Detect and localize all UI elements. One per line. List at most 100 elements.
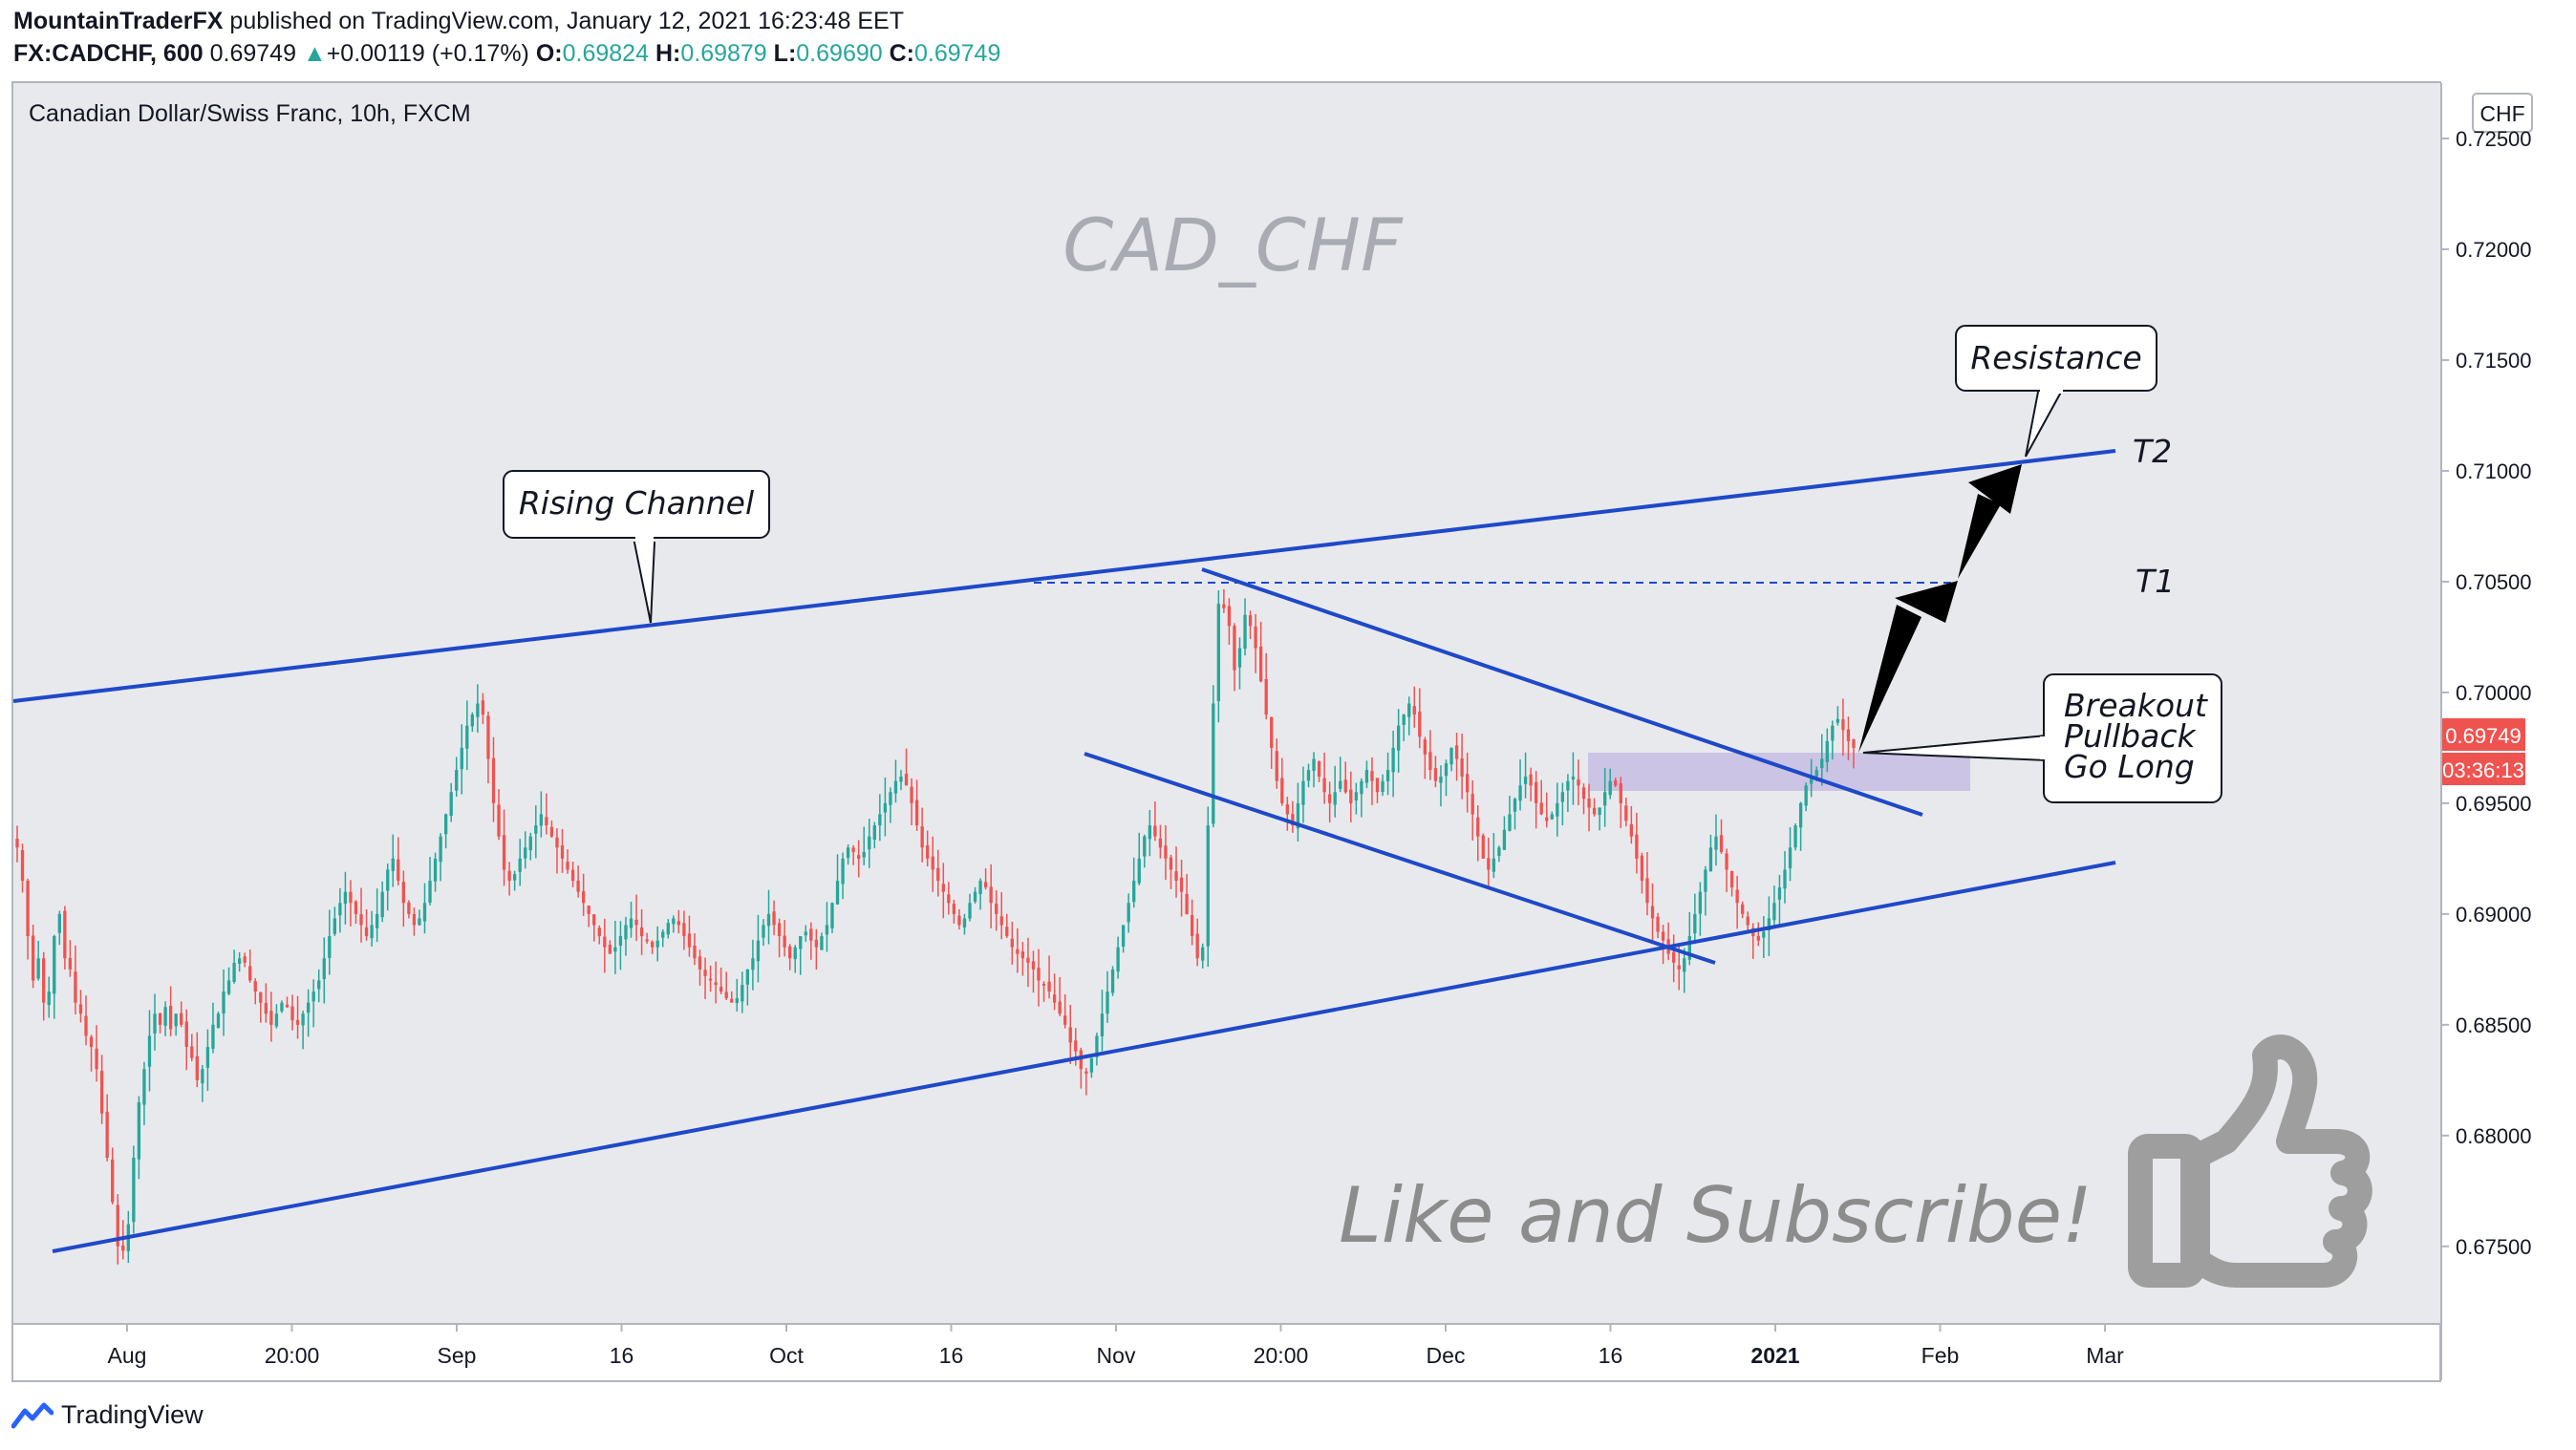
candle-body (26, 881, 30, 937)
candle-body (1068, 1027, 1072, 1043)
candle-body (1116, 947, 1120, 972)
candle-body (968, 903, 972, 919)
candle-body (253, 981, 257, 992)
footer-brand-label: TradingView (61, 1400, 204, 1429)
symbol[interactable]: FX:CADCHF, 600 (13, 40, 204, 67)
candle-body (1248, 615, 1253, 627)
pullback-zone (1588, 753, 1970, 791)
candle-body (1535, 781, 1538, 803)
candle-body (1518, 785, 1522, 801)
chart-title: Canadian Dollar/Swiss Franc, 10h, FXCM (29, 100, 471, 127)
candle-body (412, 913, 417, 926)
candle-body (1508, 814, 1512, 831)
candle-body (1645, 878, 1649, 904)
candle-body (820, 936, 824, 950)
candle-body (1772, 903, 1776, 921)
candle-body (1656, 916, 1660, 932)
candle-body (1545, 817, 1549, 821)
low-value: 0.69690 (796, 40, 883, 67)
candle-body (1164, 845, 1168, 859)
candle-body (1470, 794, 1474, 815)
time-tick-label: Nov (1097, 1343, 1136, 1368)
candle-body (639, 927, 644, 937)
plot-area[interactable] (13, 83, 2441, 1324)
candle-body (418, 918, 421, 926)
candle-body (1444, 763, 1449, 777)
time-axis[interactable]: Aug 20:00 Sep 16 Oct 16 Nov 20:00 Dec 16 2021 Feb Ma… (108, 1324, 2125, 1368)
price-tick-label: 0.72000 (2456, 238, 2532, 262)
candle-body (1106, 992, 1109, 1014)
candle-body (222, 992, 225, 1013)
price-axis[interactable]: 0.72500 0.72000 0.71500 0.71000 0.70500 0.700… (2441, 127, 2532, 1259)
candle-body (1058, 1001, 1062, 1014)
candle-body (1577, 778, 1580, 786)
rising-channel-joint (635, 532, 654, 544)
rising-channel-callout[interactable]: Rising Channel (503, 470, 770, 624)
candle-body (168, 1005, 173, 1030)
candle-body (1041, 983, 1046, 986)
candle-body (121, 1245, 125, 1251)
price-tick-label: 0.70000 (2456, 681, 2532, 705)
open-value: 0.69824 (562, 40, 649, 67)
currency-label: CHF (2479, 101, 2524, 126)
candle-body (1481, 835, 1485, 859)
candle-body (1037, 968, 1041, 981)
candle-body (1841, 718, 1845, 731)
candle-body (443, 814, 448, 835)
candle-body (1360, 780, 1363, 795)
symbol-line: FX:CADCHF, 600 0.69749 ▲+0.00119 (+0.17%… (13, 40, 1000, 68)
price-tick-label: 0.68000 (2456, 1124, 2532, 1148)
candle-body (1523, 777, 1528, 784)
candle-body (1327, 794, 1332, 803)
resistance-label: Resistance (1970, 339, 2141, 376)
candle-body (1095, 1035, 1099, 1057)
time-tick-label: 16 (1599, 1343, 1623, 1368)
candle-body (983, 882, 988, 888)
candle-body (661, 931, 665, 938)
candle-body (1296, 802, 1300, 829)
breakout-callout[interactable]: Breakout Pullback Go Long (1862, 673, 2222, 803)
resistance-callout[interactable]: Resistance (1955, 325, 2157, 458)
candle-body (1079, 1050, 1083, 1070)
candle-body (1280, 778, 1284, 803)
candle-body (1449, 747, 1453, 765)
publisher-name[interactable]: MountainTraderFX (13, 8, 224, 34)
currency-button[interactable] (2472, 93, 2533, 133)
last-price: 0.69749 (209, 40, 296, 67)
footer-brand[interactable]: TradingView (11, 1400, 204, 1430)
candle-body (1725, 853, 1728, 870)
candle-body (651, 941, 655, 948)
price-tick-label: 0.71000 (2456, 459, 2532, 483)
candle-body (1005, 927, 1009, 937)
candle-body (481, 700, 485, 715)
price-tick-label: 0.68500 (2456, 1013, 2532, 1037)
candle-body (1201, 947, 1205, 961)
candle-body (1237, 648, 1242, 668)
candle-body (211, 1024, 215, 1049)
candle-body (825, 925, 829, 935)
price-tick-label: 0.72500 (2456, 127, 2532, 151)
candle-body (1212, 703, 1215, 824)
candle-body (962, 918, 967, 928)
candle-body (269, 1011, 273, 1025)
candle-body (190, 1046, 194, 1058)
candle-body (370, 925, 374, 939)
candle-body (328, 936, 332, 958)
candle-body (1153, 825, 1157, 837)
candle-body (1614, 780, 1618, 786)
candle-body (502, 835, 506, 870)
candle-body (205, 1047, 210, 1068)
candle-body (264, 1002, 268, 1014)
candle-body (857, 855, 861, 859)
candle-body (1608, 780, 1612, 796)
candle-body (1121, 925, 1126, 948)
candle-body (1566, 780, 1570, 791)
candle-body (1746, 916, 1750, 926)
candle-body (539, 814, 544, 826)
candle-body (507, 870, 511, 882)
candle-body (232, 962, 236, 982)
candle-body (259, 992, 263, 1003)
candle-body (587, 906, 590, 914)
candle-body (116, 1205, 119, 1247)
